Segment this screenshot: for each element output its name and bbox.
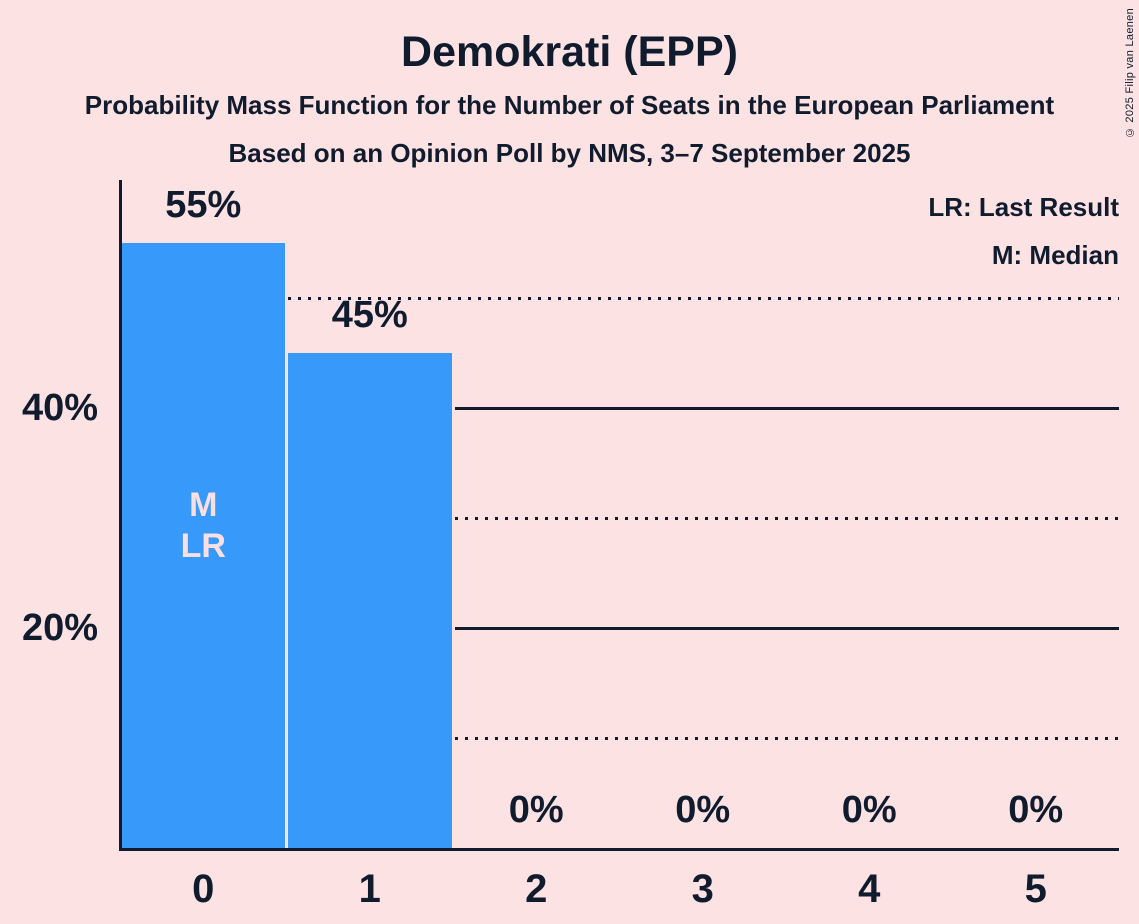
x-axis-tick-label: 5 — [1024, 867, 1047, 911]
legend: LR: Last Result M: Median — [928, 183, 1119, 279]
y-axis-line — [119, 180, 122, 851]
chart-title: Demokrati (EPP) — [401, 28, 738, 76]
bar-value-label: 0% — [1008, 789, 1064, 831]
gridline-40pct — [454, 406, 1119, 410]
x-axis-tick-label: 0 — [192, 867, 215, 911]
bar-value-label: 0% — [675, 789, 731, 831]
x-axis-line — [119, 848, 1119, 851]
y-axis-tick-label: 20% — [21, 607, 98, 649]
bar-seats-0 — [121, 243, 285, 848]
gridline-30pct — [454, 516, 1119, 520]
x-axis-tick-label: 3 — [691, 867, 714, 911]
bar-value-label: 0% — [508, 789, 564, 831]
median-last-result-annotation: M LR — [180, 486, 226, 565]
gridline-10pct — [454, 736, 1119, 740]
gridline-50pct — [288, 296, 1119, 300]
legend-item-median: M: Median — [991, 240, 1119, 270]
chart-subtitle: Probability Mass Function for the Number… — [84, 90, 1055, 120]
gridline-20pct — [454, 626, 1119, 630]
x-axis-tick-label: 4 — [858, 867, 881, 911]
x-axis-tick-label: 1 — [358, 867, 381, 911]
y-axis-tick-label: 40% — [21, 387, 98, 429]
bar-value-label: 0% — [841, 789, 897, 831]
x-axis-tick-label: 2 — [525, 867, 548, 911]
bar-value-label: 55% — [165, 184, 242, 226]
legend-item-last-result: LR: Last Result — [928, 192, 1119, 222]
chart-subtitle-source: Based on an Opinion Poll by NMS, 3–7 Sep… — [228, 138, 911, 168]
bar-value-label: 45% — [331, 294, 408, 336]
bar-seats-1 — [288, 353, 452, 848]
